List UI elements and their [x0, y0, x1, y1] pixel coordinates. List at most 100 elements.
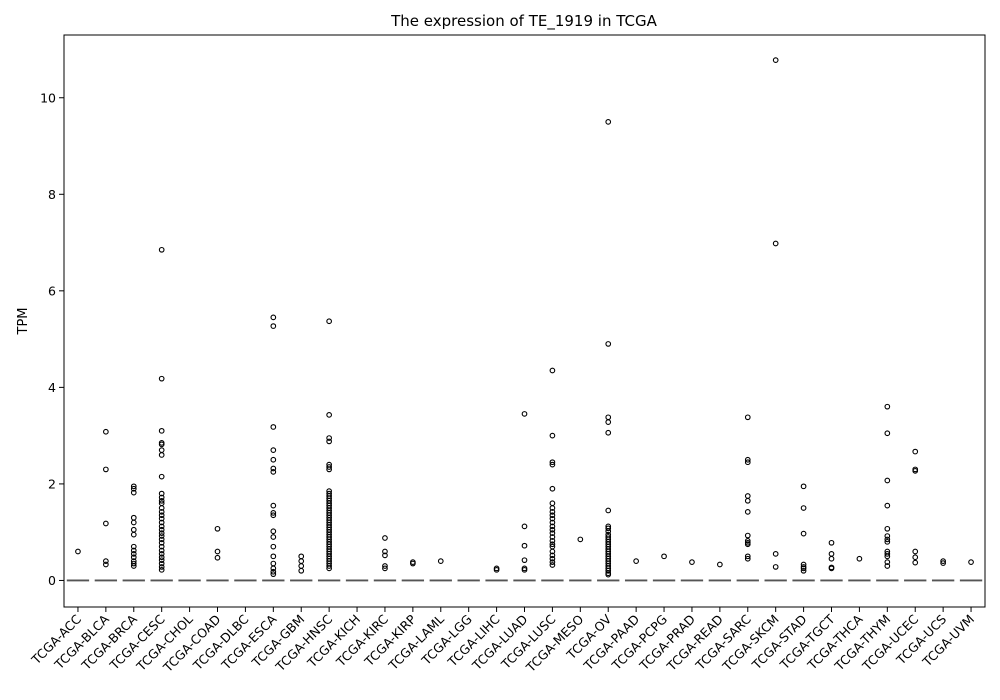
outlier-point [772, 240, 779, 247]
outlier-point [744, 459, 751, 466]
outlier-point [549, 461, 556, 468]
outlier-point [912, 548, 919, 555]
outlier-point [549, 534, 556, 540]
outlier-point [437, 558, 444, 564]
outlier-point [158, 473, 165, 480]
outlier-point [912, 468, 919, 474]
outlier-point [744, 509, 751, 515]
outlier-point [744, 497, 751, 504]
outlier-point [270, 565, 277, 572]
outlier-point [661, 553, 667, 560]
outlier-point [270, 553, 277, 560]
outlier-point [130, 560, 137, 567]
outlier-point [549, 555, 556, 562]
outlier-point [75, 548, 81, 555]
y-tick-label: 10 [40, 90, 56, 105]
y-tick-label: 0 [48, 573, 56, 588]
outlier-point [158, 246, 165, 253]
outlier-point [884, 502, 891, 509]
chart-title: The expression of TE_1919 in TCGA [390, 12, 657, 31]
outlier-point [828, 539, 835, 546]
outlier-point [549, 523, 556, 530]
outlier-point [772, 564, 779, 570]
outlier-point [270, 424, 277, 430]
outlier-point [382, 563, 388, 569]
outlier-point [326, 464, 332, 470]
outlier-point [158, 509, 165, 515]
outlier-point [549, 548, 556, 555]
outlier-point [382, 548, 388, 555]
outlier-point [884, 553, 891, 560]
outlier-point [744, 414, 751, 421]
outlier-point [772, 57, 779, 63]
outlier-point [214, 554, 221, 561]
outlier-point [968, 559, 974, 565]
outlier-point [382, 535, 388, 541]
outlier-point [800, 530, 807, 537]
outlier-point [493, 566, 500, 573]
outlier-point [158, 530, 165, 536]
outlier-point [158, 375, 165, 382]
plot-area [63, 34, 986, 608]
outlier-point [130, 543, 137, 550]
y-tick-label: 6 [48, 283, 56, 298]
outlier-point [800, 565, 807, 572]
outlier-point [549, 459, 556, 466]
outlier-point [884, 538, 891, 545]
outlier-point [828, 555, 835, 562]
outlier-point [326, 412, 332, 418]
outlier-point [633, 558, 639, 564]
outlier-point [158, 505, 165, 511]
outlier-point [549, 559, 556, 565]
outlier-point [940, 560, 946, 566]
outlier-point [270, 447, 277, 453]
outlier-point [270, 568, 277, 575]
outlier-point [605, 528, 612, 535]
outlier-point [800, 483, 807, 490]
outlier-point [130, 489, 137, 496]
outlier-point [158, 526, 165, 533]
outlier-point [605, 429, 612, 436]
outlier-point [382, 552, 388, 559]
outlier-point [800, 567, 807, 574]
outlier-point [270, 314, 277, 321]
outlier-point [130, 485, 137, 492]
outlier-point [549, 367, 556, 374]
outlier-point [549, 505, 556, 511]
outlier-point [549, 541, 556, 548]
outlier-point [605, 567, 612, 574]
outlier-point [744, 456, 751, 463]
outlier-point [158, 551, 165, 557]
outlier-point [158, 427, 165, 434]
outlier-point [214, 548, 221, 555]
outlier-point [549, 519, 556, 526]
outlier-point [158, 452, 165, 458]
outlier-point [270, 528, 277, 535]
outlier-point [130, 547, 137, 554]
outlier-point [103, 520, 109, 527]
outlier-point [605, 571, 612, 578]
outlier-point [912, 448, 919, 455]
outlier-point [270, 543, 277, 550]
outlier-point [605, 341, 612, 347]
outlier-point [158, 441, 165, 448]
outlier-point [158, 547, 165, 554]
outlier-point [605, 525, 612, 532]
outlier-point [744, 532, 751, 539]
outlier-point [326, 435, 332, 441]
outlier-point [549, 485, 556, 492]
outlier-point [744, 538, 751, 544]
outlier-point [549, 509, 556, 515]
y-axis: 0 2 4 6 8 10 [40, 90, 64, 588]
outlier-point [800, 505, 807, 511]
outlier-point [270, 502, 277, 509]
outlier-point [521, 542, 528, 549]
chart-marks [66, 57, 983, 582]
outlier-point [270, 323, 277, 329]
outlier-point [549, 562, 556, 568]
outlier-point [103, 561, 109, 568]
outlier-point [103, 466, 109, 473]
outlier-point [884, 403, 891, 410]
outlier-point [103, 428, 109, 435]
